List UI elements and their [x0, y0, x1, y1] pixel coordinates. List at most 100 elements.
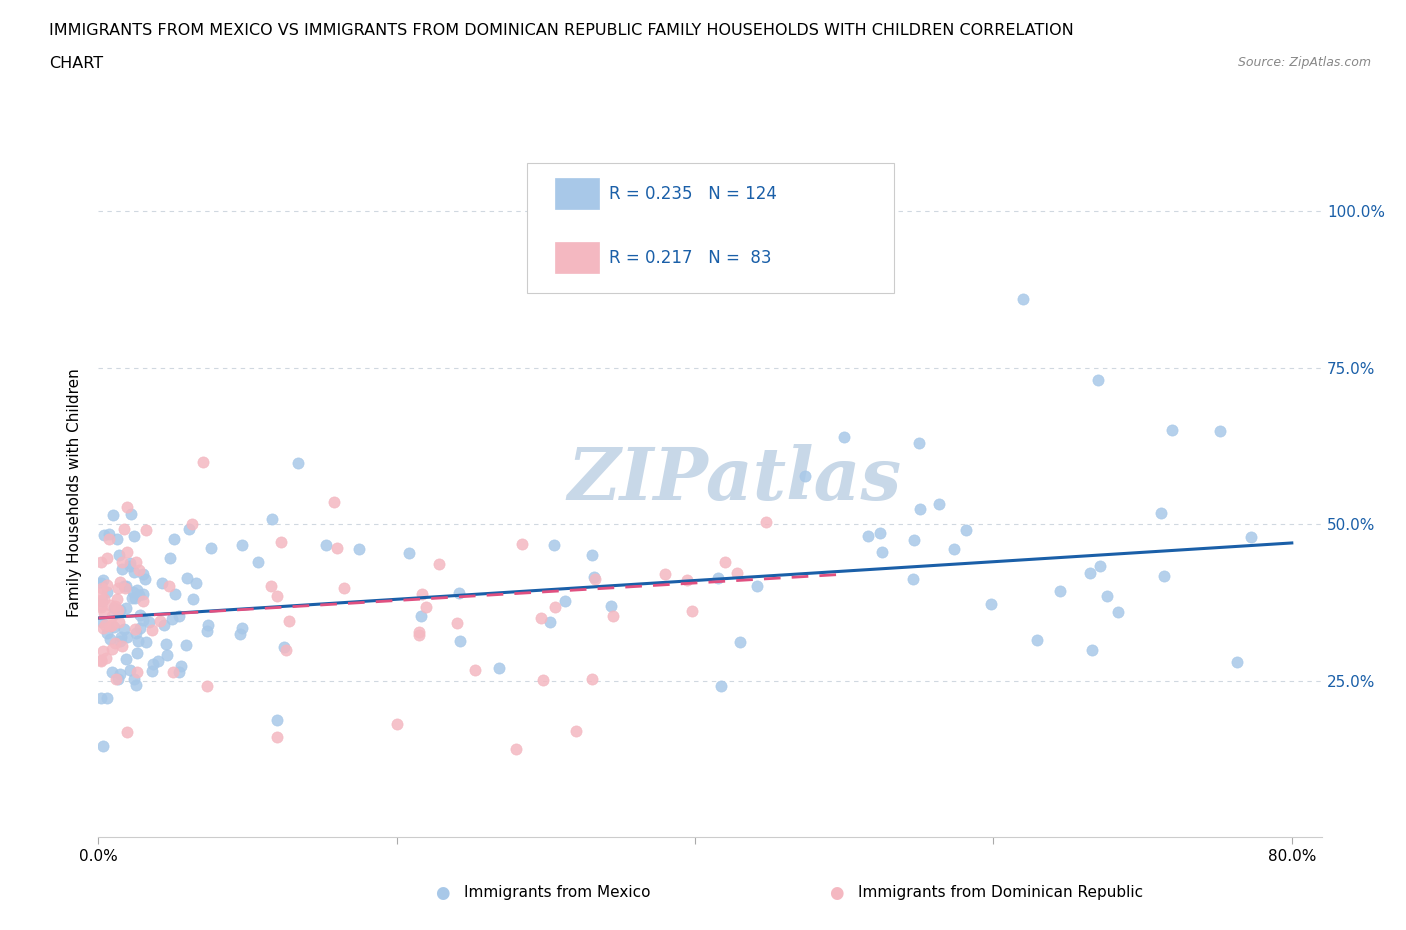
Point — [110, 666, 132, 681]
Point — [101, 618, 124, 632]
Point — [449, 586, 471, 601]
Point — [127, 633, 149, 648]
Point — [131, 566, 153, 581]
Point — [162, 664, 184, 679]
Point — [427, 557, 450, 572]
Point — [1150, 505, 1173, 520]
Point — [96, 626, 118, 641]
Point — [1107, 605, 1129, 620]
Point — [90, 653, 112, 668]
Point — [869, 525, 891, 540]
Point — [322, 495, 344, 510]
Point — [90, 554, 112, 569]
Point — [901, 572, 924, 587]
Point — [114, 580, 136, 595]
Point — [120, 507, 142, 522]
Point — [1049, 583, 1071, 598]
Point — [714, 554, 737, 569]
Point — [1226, 655, 1249, 670]
Text: IMMIGRANTS FROM MEXICO VS IMMIGRANTS FROM DOMINICAN REPUBLIC FAMILY HOUSEHOLDS W: IMMIGRANTS FROM MEXICO VS IMMIGRANTS FRO… — [49, 23, 1074, 38]
Point — [276, 643, 298, 658]
Point — [90, 576, 112, 591]
Point — [180, 517, 202, 532]
Point — [195, 679, 218, 694]
Point — [200, 540, 222, 555]
Point — [121, 591, 143, 605]
Point — [167, 608, 190, 623]
Point — [177, 522, 200, 537]
Point — [125, 645, 148, 660]
Point — [505, 742, 527, 757]
Point — [195, 623, 218, 638]
Point — [90, 691, 112, 706]
Point — [176, 571, 198, 586]
Point — [157, 578, 180, 593]
Point — [91, 573, 114, 588]
Point — [128, 607, 150, 622]
Text: ●: ● — [436, 884, 450, 902]
Point — [93, 605, 115, 620]
Point — [197, 618, 219, 632]
Text: Immigrants from Mexico: Immigrants from Mexico — [464, 885, 651, 900]
Point — [488, 661, 510, 676]
Point — [260, 512, 283, 526]
Point — [266, 589, 288, 604]
Text: ZIPatlas: ZIPatlas — [568, 444, 901, 514]
Point — [120, 663, 142, 678]
Point — [398, 545, 420, 560]
Point — [707, 570, 730, 585]
Point — [128, 588, 150, 603]
Point — [287, 456, 309, 471]
Point — [103, 619, 125, 634]
Point — [110, 630, 132, 644]
Point — [581, 671, 603, 686]
Point — [725, 565, 748, 580]
Point — [91, 594, 114, 609]
Point — [112, 522, 135, 537]
Point — [104, 671, 127, 686]
Point — [159, 551, 181, 565]
Point — [231, 620, 253, 635]
Text: CHART: CHART — [49, 56, 103, 71]
Point — [600, 599, 623, 614]
Point — [127, 583, 149, 598]
Point — [554, 594, 576, 609]
Point — [107, 671, 129, 686]
Point — [928, 497, 950, 512]
FancyBboxPatch shape — [555, 243, 599, 272]
Text: Immigrants from Dominican Republic: Immigrants from Dominican Republic — [858, 885, 1143, 900]
Point — [415, 600, 437, 615]
Point — [100, 608, 122, 623]
Point — [124, 565, 146, 579]
Point — [91, 738, 114, 753]
Point — [96, 690, 118, 705]
Point — [90, 600, 112, 615]
Point — [111, 554, 134, 569]
Point — [266, 729, 288, 744]
Point — [510, 537, 533, 551]
Point — [856, 529, 879, 544]
Point — [91, 621, 114, 636]
Point — [955, 523, 977, 538]
Point — [530, 611, 553, 626]
Point — [1088, 559, 1111, 574]
Point — [832, 429, 855, 444]
Point — [160, 611, 183, 626]
Point — [100, 618, 122, 633]
Point — [1097, 589, 1119, 604]
Point — [149, 613, 172, 628]
Point — [167, 664, 190, 679]
Point — [107, 603, 129, 618]
Point — [93, 591, 115, 606]
Point — [110, 575, 132, 590]
Point — [325, 540, 347, 555]
Point — [156, 648, 179, 663]
Point — [124, 591, 146, 606]
Point — [135, 635, 157, 650]
Point — [681, 604, 703, 618]
Point — [124, 671, 146, 686]
Point — [464, 662, 486, 677]
Point — [104, 598, 127, 613]
Point — [135, 523, 157, 538]
Point — [710, 679, 733, 694]
